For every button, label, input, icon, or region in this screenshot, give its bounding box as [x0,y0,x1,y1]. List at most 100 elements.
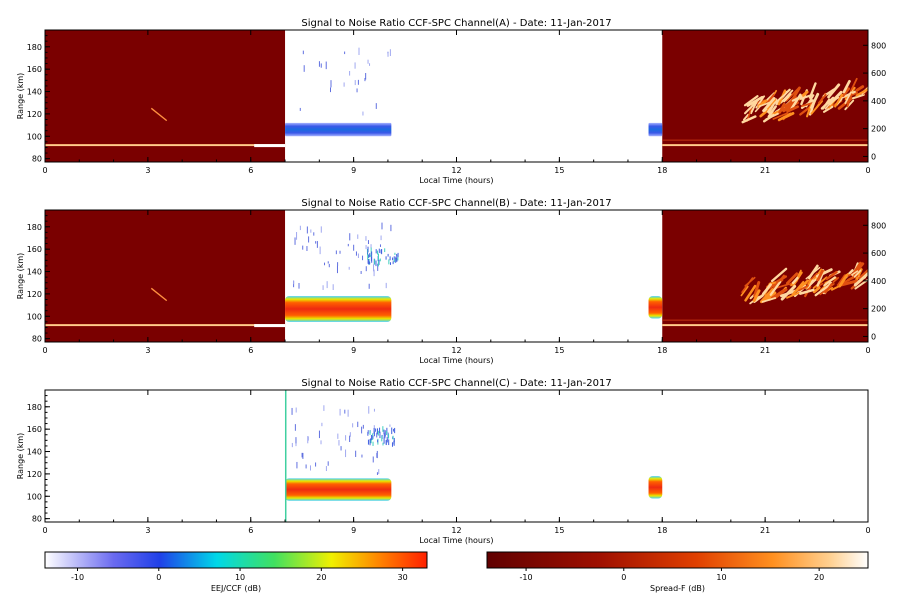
x-tick-label: 21 [760,526,770,535]
x-tick-label: 15 [554,346,564,355]
x-tick-label: 0 [865,166,870,175]
spreadF-plume [791,276,799,285]
colorbar-tick-label: 20 [814,573,824,582]
spreadF-plume [757,99,768,108]
eej-echo-block [285,478,392,501]
spreadF-plume [785,272,799,285]
y-tick-label: 140 [27,268,42,277]
panel-title: Signal to Noise Ratio CCF-SPC Channel(A)… [301,18,611,29]
y2-tick-label: 600 [871,249,886,258]
x-tick-label: 6 [248,166,253,175]
y2-tick-label: 800 [871,41,886,50]
spreadF-plume [744,99,760,115]
x-tick-label: 6 [248,526,253,535]
y-tick-label: 100 [27,312,42,321]
spreadF-plume [842,79,851,94]
spreadF-plume [850,77,858,92]
spreadF-plume [746,95,764,107]
spreadF-plume [775,275,787,284]
spreadF-plume [772,112,787,120]
e-layer-secondary [662,139,868,141]
x-tick-label: 0 [865,526,870,535]
spreadF-plume [819,283,835,296]
spreadF-plume [766,105,774,113]
colorbar-gradient [44,551,428,569]
colorbar-tick-label: -10 [520,573,533,582]
plot-background [45,390,868,522]
e-layer-line-core [662,324,868,326]
colorbar-spreadF: -10 0 10 20 Spread-F (dB) [486,551,869,593]
spreadF-plume [816,269,824,282]
x-tick-label: 18 [657,166,667,175]
y2-tick-label: 200 [871,125,886,134]
panel-3: Signal to Noise Ratio CCF-SPC Channel(C)… [16,378,871,545]
x-tick-label: 15 [554,166,564,175]
spreadF-plume [855,87,868,97]
spreadF-plume [807,264,819,280]
spreadF-region-left [45,30,286,162]
spreadF-plume [740,285,749,297]
x-tick-label: 3 [145,346,150,355]
y-tick-label: 160 [27,245,42,254]
spreadF-plume [846,93,853,108]
spreadF-plume [741,115,757,124]
y-axis-label: Range (km) [16,433,25,480]
spreadF-plume [781,111,795,120]
x-tick-label: 3 [145,166,150,175]
spreadF-plume [839,90,856,100]
spreadF-plume [762,113,775,123]
spreadF-plume [783,93,792,103]
colorbar-eej: -10 0 10 20 30 EEJ/CCF (dB) [44,551,428,593]
spreadF-plume [753,281,761,298]
spreadF-plume [828,90,843,106]
spreadF-plume [762,283,772,296]
y-tick-label: 180 [27,43,42,52]
spreadF-plume [766,93,775,104]
x-axis-label: Local Time (hours) [419,356,493,365]
x-tick-label: 18 [657,346,667,355]
y-tick-label: 160 [27,65,42,74]
colorbar-label: Spread-F (dB) [650,584,705,593]
x-tick-label: 9 [351,166,356,175]
x-tick-label: 0 [42,526,47,535]
colorbar-tick-label: 10 [235,573,245,582]
colorbar-tick-label: 0 [156,573,161,582]
spreadF-plume [743,95,759,107]
x-tick-label: 15 [554,526,564,535]
spreadF-plume [825,270,838,280]
x-tick-label: 0 [865,346,870,355]
spreadF-plume [752,289,761,302]
spreadF-plume [759,107,771,118]
spreadF-region-left [45,210,286,342]
spreadF-plume [838,273,848,288]
spreadF-plume [759,288,774,304]
spreadF-plume [816,272,824,287]
eej-echo-block [648,122,663,137]
spreadF-plume [798,284,809,292]
spreadF-plume [762,97,776,113]
y2-tick-label: 0 [871,332,876,341]
y-tick-label: 80 [32,515,42,524]
spreadF-plume [780,284,797,301]
e-layer-secondary [662,319,868,321]
spreadF-plume [793,279,809,294]
y-tick-label: 80 [32,335,42,344]
x-tick-label: 12 [451,166,461,175]
y-tick-label: 120 [27,470,42,479]
y-tick-label: 140 [27,448,42,457]
spreadF-plume [851,93,865,100]
spreadF-plume [844,99,855,111]
meteor-trail [150,107,168,122]
spreadF-plume [844,89,853,105]
spreadF-plume [782,99,796,112]
meteor-trail [150,287,168,302]
x-axis-label: Local Time (hours) [419,536,493,545]
y2-tick-label: 800 [871,221,886,230]
spreadF-plume [853,269,862,278]
spreadF-plume [799,288,815,295]
spreadF-plume [808,82,817,99]
y-axis-label: Range (km) [16,73,25,120]
y2-tick-label: 200 [871,305,886,314]
panel-title: Signal to Noise Ratio CCF-SPC Channel(C)… [301,378,611,389]
